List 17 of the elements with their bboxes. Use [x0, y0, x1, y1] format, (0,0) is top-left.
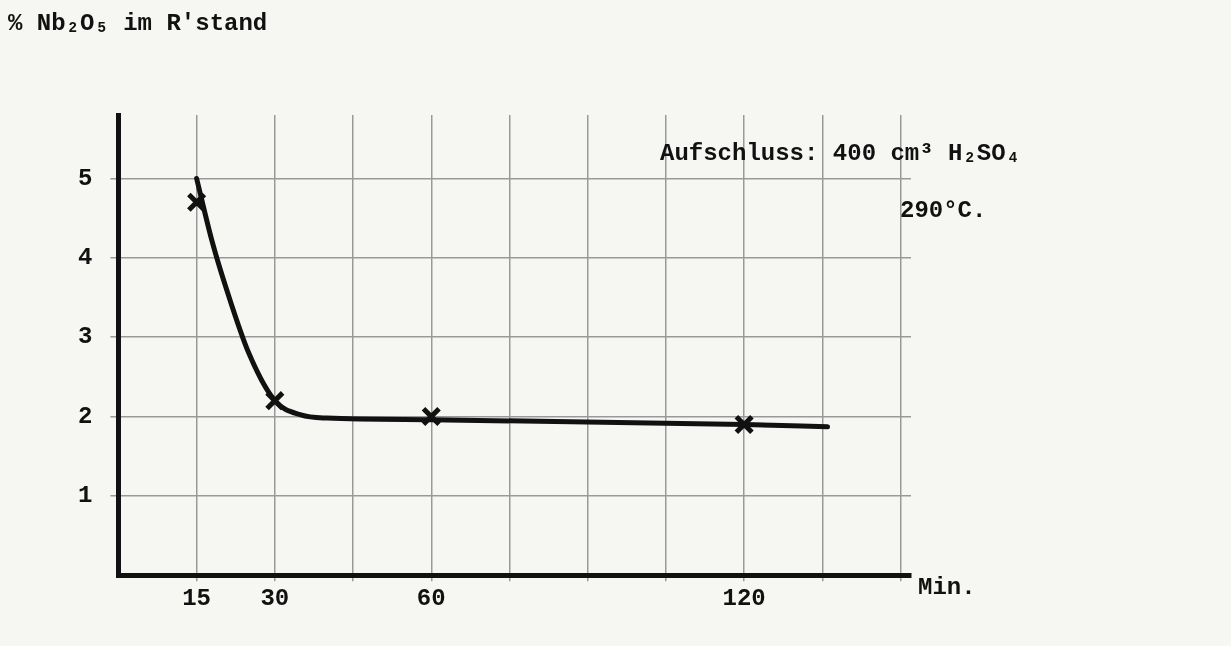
x-tick-label: 60 — [416, 584, 446, 612]
point — [264, 390, 286, 411]
annotation: 290°C. — [900, 197, 988, 224]
point — [733, 414, 755, 435]
y-tick-label: 5 — [78, 164, 93, 192]
point — [420, 406, 442, 427]
x-tick-label: 120 — [722, 584, 766, 612]
y-axis-title: % Nb₂O₅ im R'stand — [8, 10, 268, 38]
y-tick-label: 3 — [78, 323, 93, 351]
y-tick-label: 4 — [78, 243, 93, 271]
x-tick-label: 30 — [260, 584, 290, 612]
y-tick-label: 2 — [78, 402, 93, 430]
annotation: Aufschluss: 400 cm³ H₂SO₄ — [660, 140, 1021, 167]
x-axis-title: Min. — [918, 574, 976, 601]
point — [186, 192, 207, 213]
x-tick-label: 15 — [182, 584, 212, 612]
y-tick-label: 1 — [78, 481, 93, 509]
